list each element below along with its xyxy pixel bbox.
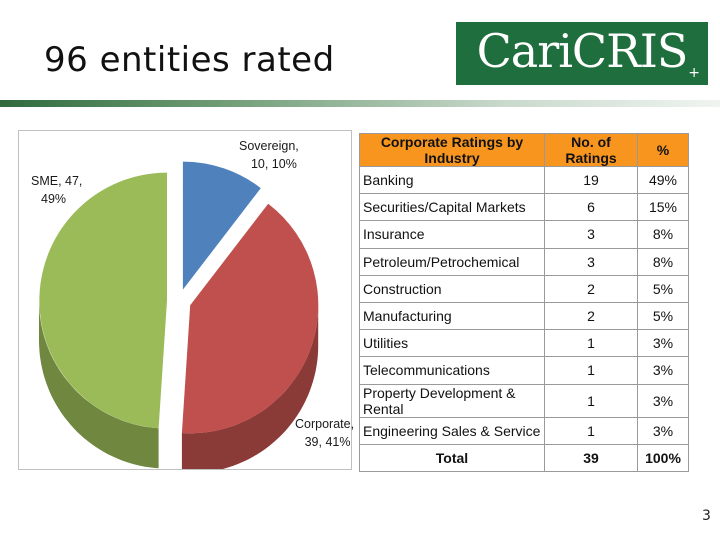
slice-sme	[39, 172, 167, 429]
pie-label-sovereign: Sovereign, 10, 10%	[239, 137, 299, 173]
row-industry: Securities/Capital Markets	[359, 193, 545, 222]
row-industry: Utilities	[359, 329, 545, 358]
table-row: Manufacturing 2 5%	[359, 301, 689, 331]
table-row: Construction 2 5%	[359, 274, 689, 303]
row-count: 2	[544, 301, 638, 331]
row-industry: Banking	[359, 165, 545, 195]
row-industry: Property Development & Rental	[359, 383, 545, 418]
row-count: 19	[544, 165, 638, 195]
industry-ratings-table: Corporate Ratings by Industry No. of Rat…	[359, 133, 689, 472]
table-row: Banking 19 49%	[359, 165, 689, 195]
row-industry: Engineering Sales & Service	[359, 416, 545, 445]
row-percent: 49%	[637, 165, 689, 195]
table-header-row: Corporate Ratings by Industry No. of Rat…	[359, 133, 689, 167]
row-percent: 5%	[637, 274, 689, 303]
table-row: Securities/Capital Markets 6 15%	[359, 193, 689, 222]
pie-chart-frame: Sovereign, 10, 10% SME, 47, 49% Corporat…	[18, 130, 354, 470]
row-percent: 8%	[637, 220, 689, 249]
row-count: 1	[544, 416, 638, 445]
table-row: Insurance 3 8%	[359, 220, 689, 249]
header-count: No. of Ratings	[544, 133, 638, 167]
logo-plus: +	[688, 65, 700, 81]
row-percent: 3%	[637, 383, 689, 418]
row-count: 3	[544, 247, 638, 276]
row-percent: 3%	[637, 329, 689, 358]
table-total-row: Total 39 100%	[359, 443, 689, 472]
header-percent: %	[637, 133, 689, 167]
row-industry: Petroleum/Petrochemical	[359, 247, 545, 276]
pie-label-corporate-line2: 39, 41%	[304, 435, 351, 449]
pie-label-sme: SME, 47, 49%	[31, 172, 82, 208]
row-percent: 5%	[637, 301, 689, 331]
pie-label-sme-line1: SME, 47,	[31, 174, 83, 188]
row-industry: Insurance	[359, 220, 545, 249]
slice-corporate-wall	[181, 305, 319, 469]
header-industry: Corporate Ratings by Industry	[359, 133, 545, 167]
pie-chart	[39, 161, 319, 469]
row-count: 1	[544, 329, 638, 358]
page-number: 3	[702, 508, 711, 524]
row-percent: 3%	[637, 416, 689, 445]
row-percent: 3%	[637, 356, 689, 385]
row-count: 1	[544, 383, 638, 418]
row-industry: Telecommunications	[359, 356, 545, 385]
row-percent: 15%	[637, 193, 689, 222]
table-row: Engineering Sales & Service 1 3%	[359, 416, 689, 445]
slice-corporate	[181, 203, 319, 434]
pie-label-corporate-line1: Corporate,	[295, 417, 355, 431]
table-row: Telecommunications 1 3%	[359, 356, 689, 385]
total-label: Total	[359, 443, 545, 472]
pie-label-sovereign-line1: Sovereign,	[239, 139, 299, 153]
logo-text: CariCRIS	[476, 24, 689, 78]
row-count: 2	[544, 274, 638, 303]
pie-label-sovereign-line2: 10, 10%	[250, 157, 297, 171]
row-count: 3	[544, 220, 638, 249]
table-row: Petroleum/Petrochemical 3 8%	[359, 247, 689, 276]
total-count: 39	[544, 443, 638, 472]
caricris-logo: CariCRIS +	[456, 22, 708, 85]
pie-label-corporate: Corporate, 39, 41%	[295, 415, 354, 451]
row-count: 6	[544, 193, 638, 222]
table-row: Property Development & Rental 1 3%	[359, 383, 689, 418]
page-title: 96 entities rated	[44, 40, 335, 80]
pie-label-sme-line2: 49%	[41, 192, 67, 206]
row-count: 1	[544, 356, 638, 385]
slice-sme-wall	[39, 300, 159, 469]
row-industry: Manufacturing	[359, 301, 545, 331]
row-industry: Construction	[359, 274, 545, 303]
row-percent: 8%	[637, 247, 689, 276]
total-percent: 100%	[637, 443, 689, 472]
table-row: Utilities 1 3%	[359, 329, 689, 358]
header-rule	[0, 100, 720, 107]
slice-sovereign	[182, 161, 261, 290]
